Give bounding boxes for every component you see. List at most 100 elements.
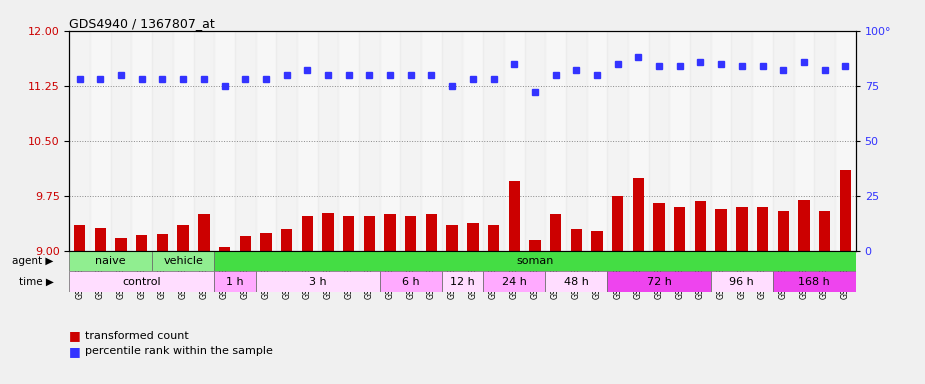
Bar	[136, 235, 147, 251]
Bar	[524, 31, 545, 251]
Text: vehicle: vehicle	[163, 256, 204, 266]
Bar	[322, 213, 334, 251]
Bar	[131, 31, 152, 251]
Text: time ▶: time ▶	[18, 276, 54, 287]
Bar	[215, 31, 235, 251]
Bar	[69, 31, 90, 251]
Bar	[819, 211, 831, 251]
Bar	[612, 196, 623, 251]
Text: 168 h: 168 h	[798, 276, 830, 287]
Bar	[380, 271, 442, 292]
Bar	[302, 216, 313, 251]
Text: agent ▶: agent ▶	[12, 256, 54, 266]
Bar	[255, 271, 380, 292]
Bar	[736, 207, 747, 251]
Bar	[421, 31, 442, 251]
Text: percentile rank within the sample: percentile rank within the sample	[85, 346, 273, 356]
Bar	[152, 251, 215, 271]
Bar	[339, 31, 359, 251]
Bar	[69, 251, 152, 271]
Bar	[260, 233, 272, 251]
Text: soman: soman	[516, 256, 553, 266]
Text: GDS4940 / 1367807_at: GDS4940 / 1367807_at	[69, 17, 216, 30]
Bar	[173, 31, 193, 251]
Text: 72 h: 72 h	[647, 276, 672, 287]
Bar	[116, 238, 127, 251]
Text: ■: ■	[69, 329, 81, 343]
Bar	[215, 271, 255, 292]
Bar	[566, 31, 586, 251]
Bar	[385, 214, 396, 251]
Text: transformed count: transformed count	[85, 331, 189, 341]
Bar	[90, 31, 111, 251]
Bar	[255, 31, 277, 251]
Bar	[74, 225, 85, 251]
Bar	[798, 200, 809, 251]
Bar	[690, 31, 710, 251]
Text: 48 h: 48 h	[564, 276, 588, 287]
Bar	[198, 214, 210, 251]
Bar	[277, 31, 297, 251]
Bar	[401, 31, 421, 251]
Bar	[359, 31, 380, 251]
Bar	[111, 31, 131, 251]
Bar	[545, 271, 608, 292]
Bar	[670, 31, 690, 251]
Bar	[442, 271, 483, 292]
Bar	[653, 204, 665, 251]
Text: 12 h: 12 h	[450, 276, 475, 287]
Bar	[695, 201, 706, 251]
Bar	[215, 251, 856, 271]
Bar	[426, 214, 438, 251]
Bar	[178, 225, 189, 251]
Bar	[628, 31, 648, 251]
Bar	[648, 31, 670, 251]
Text: 24 h: 24 h	[501, 276, 526, 287]
Bar	[380, 31, 401, 251]
Bar	[732, 31, 752, 251]
Bar	[586, 31, 608, 251]
Bar	[752, 31, 773, 251]
Text: ■: ■	[69, 345, 81, 358]
Text: naive: naive	[95, 256, 126, 266]
Bar	[710, 271, 773, 292]
Bar	[467, 223, 478, 251]
Bar	[281, 229, 292, 251]
Bar	[773, 31, 794, 251]
Bar	[487, 225, 500, 251]
Bar	[840, 170, 851, 251]
Bar	[405, 216, 416, 251]
Text: 96 h: 96 h	[730, 276, 754, 287]
Bar	[794, 31, 814, 251]
Bar	[814, 31, 835, 251]
Bar	[608, 271, 710, 292]
Text: control: control	[122, 276, 161, 287]
Bar	[550, 214, 561, 251]
Bar	[509, 181, 520, 251]
Bar	[364, 216, 375, 251]
Bar	[152, 31, 173, 251]
Text: 3 h: 3 h	[309, 276, 327, 287]
Bar	[591, 230, 603, 251]
Bar	[343, 216, 354, 251]
Bar	[157, 233, 168, 251]
Bar	[545, 31, 566, 251]
Bar	[447, 225, 458, 251]
Bar	[69, 271, 215, 292]
Bar	[633, 178, 644, 251]
Bar	[710, 31, 732, 251]
Bar	[240, 237, 251, 251]
Bar	[297, 31, 317, 251]
Bar	[715, 209, 727, 251]
Bar	[504, 31, 524, 251]
Bar	[94, 228, 106, 251]
Bar	[235, 31, 255, 251]
Bar	[462, 31, 483, 251]
Bar	[193, 31, 215, 251]
Bar	[317, 31, 339, 251]
Bar	[757, 207, 768, 251]
Bar	[835, 31, 856, 251]
Bar	[483, 31, 504, 251]
Text: 6 h: 6 h	[402, 276, 420, 287]
Bar	[571, 229, 582, 251]
